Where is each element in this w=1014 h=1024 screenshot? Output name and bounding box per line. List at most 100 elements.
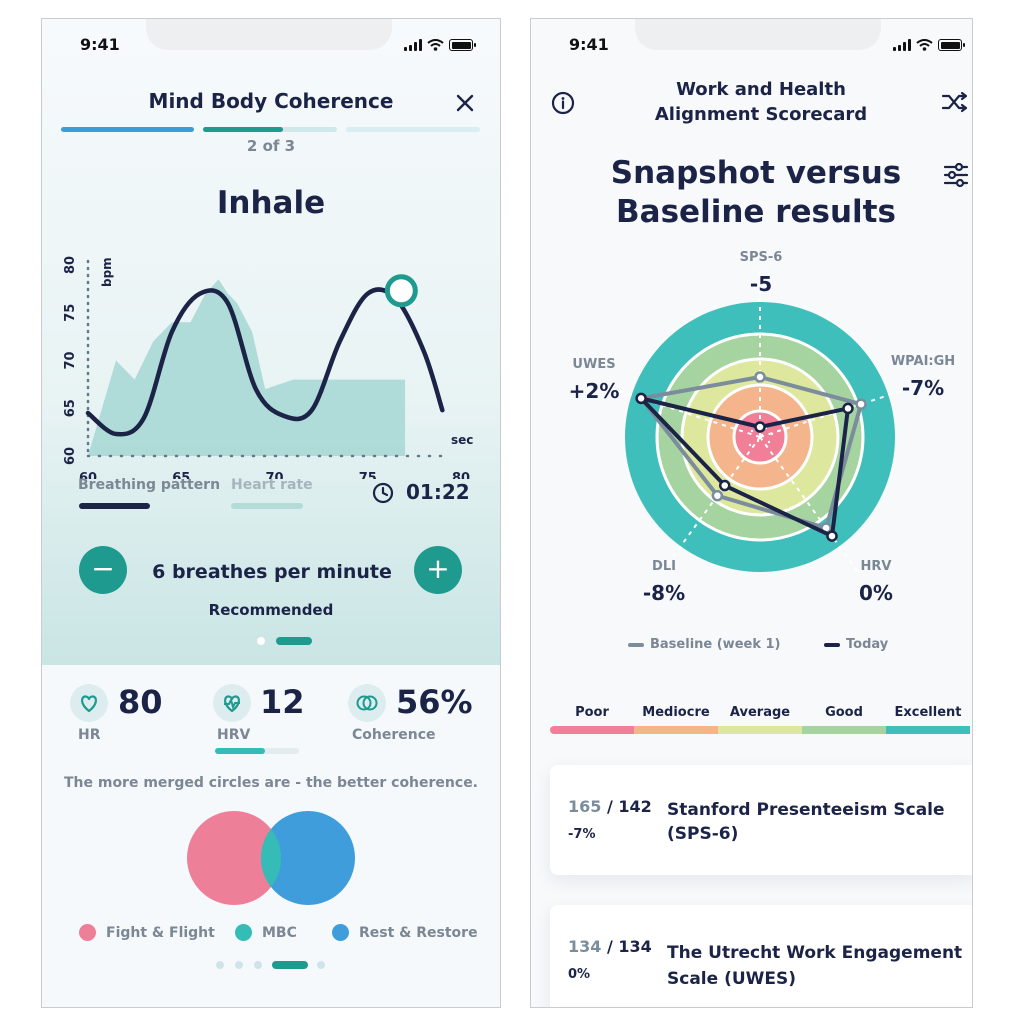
axis-value-dli: -8%: [642, 581, 686, 605]
scorecard-title-line: Work and Health: [676, 79, 846, 100]
y-axis-label: bpm: [100, 257, 114, 287]
headline-line: Baseline results: [616, 194, 896, 230]
score-card-score: 134: [568, 937, 602, 956]
notch: [635, 19, 881, 50]
status-icons: [893, 39, 965, 51]
score-card-title-line: Stanford Presenteeism Scale: [667, 800, 945, 820]
decrease-rate-button[interactable]: −: [79, 546, 127, 594]
radar-ring-border: [680, 357, 840, 517]
today-series-point: [842, 402, 854, 415]
heart-icon: [70, 684, 108, 722]
score-card-sps6[interactable]: 165 / 142 -7% Stanford Presenteeism Scal…: [550, 765, 972, 875]
current-position-marker: [384, 274, 418, 308]
close-icon[interactable]: [455, 93, 475, 113]
today-series-point: [635, 392, 647, 405]
wifi-icon: [916, 39, 933, 51]
baseline-series-point: [754, 371, 766, 383]
clock-icon: [372, 482, 394, 504]
today-series-point: [826, 530, 838, 542]
axis-value-sps6: -5: [749, 272, 773, 296]
y-tick-label: 60: [63, 447, 78, 465]
y-tick-label: 75: [63, 304, 78, 322]
radar-center-speck: [750, 429, 754, 433]
score-card-uwes[interactable]: 134 / 134 0% The Utrecht Work Engagement…: [550, 905, 972, 1007]
scorecard-title-line: Alignment Scorecard: [654, 104, 868, 125]
scorecard-screen: 9:41 Work and Health Alignment Scorecard…: [530, 18, 973, 1008]
axis-value-hrv: 0%: [859, 581, 893, 605]
status-time: 9:41: [569, 35, 609, 54]
page-dot[interactable]: [257, 637, 265, 645]
baseline-legend-label: Baseline (week 1): [650, 637, 781, 652]
legend-heart-label: Heart rate: [231, 477, 313, 493]
axis-label-uwes: UWES: [572, 357, 616, 372]
score-card-title-line: Scale (UWES): [667, 969, 797, 989]
headline-line: Snapshot versus: [610, 155, 902, 191]
score-card-title: The Utrecht Work Engagement Scale (UWES): [667, 940, 962, 992]
axis-label-wpai: WPAI:GH: [890, 354, 956, 369]
x-axis-label: sec: [451, 433, 473, 447]
mbc-overlap: [260, 829, 282, 887]
scorecard-title: Work and Health Alignment Scorecard: [601, 77, 921, 127]
scale-bar-excellent: [886, 726, 970, 734]
rest-legend-label: Rest & Restore: [359, 925, 478, 941]
wifi-icon: [427, 39, 444, 51]
scale-bar-poor: [550, 726, 634, 734]
score-card-change: -7%: [568, 827, 596, 842]
info-icon[interactable]: [551, 91, 575, 115]
hrv-value: 12: [260, 683, 305, 721]
radar-ring-border: [706, 383, 814, 491]
page-dot[interactable]: [235, 961, 243, 969]
page-dot[interactable]: [216, 961, 224, 969]
axis-label-sps6: SPS-6: [739, 250, 783, 265]
baseline-series-point: [711, 489, 724, 502]
baseline-series-point: [855, 398, 867, 410]
today-series-point: [718, 479, 731, 492]
notch: [146, 19, 392, 50]
score-card-numbers: 165 / 142: [568, 797, 652, 816]
increase-rate-button[interactable]: +: [414, 546, 462, 594]
today-legend-label: Today: [846, 637, 889, 652]
page-dot[interactable]: [254, 961, 262, 969]
scale-label-good: Good: [825, 705, 863, 720]
coherence-value: 56%: [396, 683, 473, 721]
screen-title: Mind Body Coherence: [148, 89, 394, 113]
scale-label-average: Average: [729, 705, 791, 720]
filter-icon[interactable]: [943, 162, 969, 188]
scale-bar-good: [802, 726, 886, 734]
status-time: 9:41: [80, 35, 120, 54]
progress-step-3: [346, 127, 480, 132]
hr-label: HR: [78, 727, 101, 743]
rings-icon: [348, 684, 386, 722]
today-series: [639, 396, 850, 539]
axis-value-uwes: +2%: [568, 379, 620, 403]
status-icons: [404, 39, 476, 51]
fight-legend-dot: [79, 924, 96, 941]
progress-step-2: [203, 127, 337, 132]
axis-label-hrv: HRV: [860, 559, 892, 574]
baseline-series: [639, 375, 864, 531]
shuffle-icon[interactable]: [941, 91, 969, 113]
page-dot[interactable]: [317, 961, 325, 969]
fight-legend-label: Fight & Flight: [106, 925, 215, 941]
radar-ring-border: [732, 409, 788, 465]
legend-breathing-label: Breathing pattern: [78, 477, 221, 493]
page-dot-active[interactable]: [276, 637, 312, 645]
signal-icon: [893, 39, 911, 51]
radar-axis: [598, 383, 761, 438]
mbc-legend-label: MBC: [262, 925, 297, 941]
breathing-chart: 60 65 70 75 80 60 65 70 75 80 bpm sec: [63, 256, 473, 479]
fight-circle: [187, 811, 281, 905]
headline: Snapshot versus Baseline results: [561, 154, 951, 232]
progress-step-1: [61, 127, 194, 132]
merge-hint: The more merged circles are - the better…: [63, 775, 479, 791]
radar-center-speck: [748, 443, 752, 447]
scale-label-excellent: Excellent: [894, 705, 962, 720]
score-card-change: 0%: [568, 967, 591, 982]
hrv-progress-fill: [215, 748, 266, 754]
x-tick-label: 75: [359, 471, 377, 479]
page-dot-active[interactable]: [272, 961, 308, 969]
session-timer: 01:22: [406, 480, 470, 504]
legend-breathing-swatch: [79, 503, 150, 509]
mbc-legend-dot: [235, 924, 252, 941]
y-tick-label: 65: [63, 399, 78, 417]
